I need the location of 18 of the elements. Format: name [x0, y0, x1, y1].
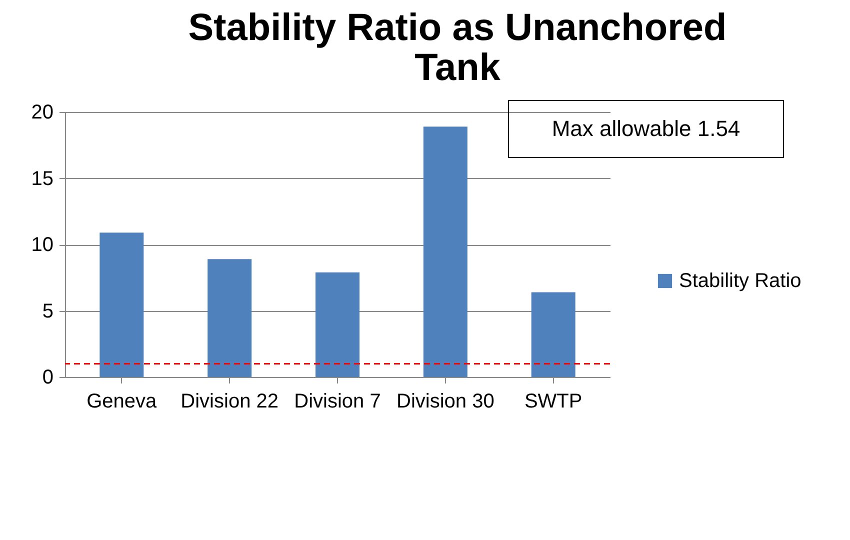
bar: [208, 259, 252, 377]
bar: [531, 292, 576, 377]
x-tick-label: Division 30: [396, 390, 494, 412]
y-tick-label: 0: [42, 366, 54, 388]
text: Tank: [414, 47, 500, 89]
y-tick-label: 10: [31, 234, 54, 256]
x-tick-label: Division 7: [294, 390, 381, 412]
x-tick-label: SWTP: [524, 390, 582, 412]
x-tick-label: Division 22: [180, 390, 278, 412]
y-tick-label: 5: [42, 300, 54, 322]
bar: [100, 232, 144, 377]
y-tick-label: 15: [31, 168, 54, 190]
x-tick-label: Geneva: [86, 390, 158, 412]
y-tick-label: 20: [31, 102, 54, 124]
legend-label: Stability Ratio: [679, 270, 802, 292]
text: Stability Ratio as Unanchored: [188, 7, 727, 49]
bar: [423, 126, 468, 377]
bar: [316, 272, 360, 377]
